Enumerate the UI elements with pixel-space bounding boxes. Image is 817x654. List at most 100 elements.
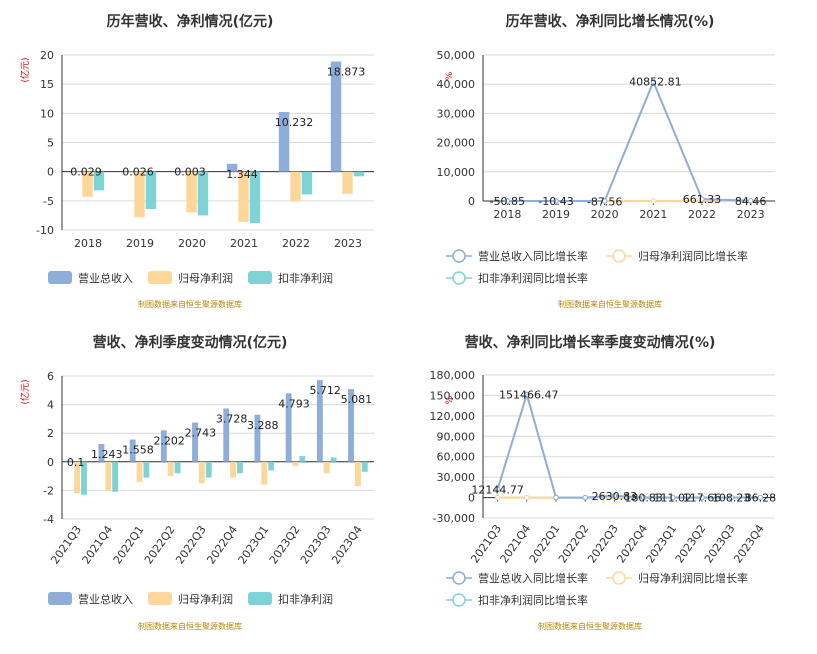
- unit-label: (亿元): [19, 379, 31, 404]
- bar-deducted[interactable]: [330, 457, 337, 462]
- legend-marker: [612, 571, 626, 585]
- point-revenue[interactable]: [670, 494, 676, 501]
- bar-revenue[interactable]: [278, 111, 290, 172]
- legend-item-net[interactable]: 归母净利润: [148, 592, 233, 606]
- bar-deducted[interactable]: [205, 461, 212, 478]
- legend-item-net[interactable]: 归母净利润: [148, 271, 233, 285]
- bar-revenue[interactable]: [226, 163, 238, 172]
- point-revenue[interactable]: [699, 494, 705, 501]
- data-label: 10.232: [275, 116, 314, 129]
- bar-net[interactable]: [82, 171, 93, 197]
- bar-deducted[interactable]: [361, 461, 368, 472]
- bar-net[interactable]: [292, 461, 299, 467]
- legend-item-revenue[interactable]: 营业总收入: [48, 271, 133, 285]
- legend-swatch: [248, 271, 272, 284]
- bar-deducted[interactable]: [112, 461, 119, 492]
- bar-deducted[interactable]: [174, 461, 181, 474]
- line-revenue[interactable]: [496, 390, 761, 499]
- bar-net[interactable]: [105, 461, 112, 491]
- bar-net[interactable]: [354, 461, 361, 487]
- bar-deducted[interactable]: [143, 461, 150, 478]
- point-net[interactable]: [524, 494, 530, 501]
- bar-net[interactable]: [136, 461, 143, 482]
- bar-revenue[interactable]: [254, 414, 261, 462]
- bar-deducted[interactable]: [353, 171, 365, 177]
- point-revenue[interactable]: [553, 198, 559, 204]
- legend-item-revenue[interactable]: 营业总收入同比增长率: [446, 571, 588, 585]
- x-tick-label: 2022Q2: [142, 523, 178, 566]
- bar-revenue[interactable]: [348, 389, 354, 462]
- bar-revenue[interactable]: [67, 460, 74, 462]
- point-revenue[interactable]: [699, 196, 705, 202]
- bar-deducted[interactable]: [301, 171, 313, 195]
- data-label: 1.243: [91, 448, 123, 461]
- bar-net[interactable]: [342, 171, 353, 194]
- legend-item-revenue[interactable]: 营业总收入同比增长率: [446, 249, 588, 263]
- point-revenue[interactable]: [582, 494, 588, 501]
- y-tick-label: 0: [47, 456, 54, 469]
- legend-item-revenue[interactable]: 营业总收入: [48, 592, 133, 606]
- point-revenue[interactable]: [524, 391, 530, 398]
- y-tick-label: -2: [43, 484, 54, 497]
- point-revenue[interactable]: [601, 198, 608, 204]
- legend-item-net[interactable]: 归母净利润同比增长率: [606, 571, 748, 585]
- x-tick-label: 2019: [126, 237, 154, 250]
- legend-swatch: [48, 271, 72, 284]
- point-revenue[interactable]: [728, 494, 734, 501]
- point-net[interactable]: [650, 198, 657, 204]
- point-revenue[interactable]: [650, 79, 657, 85]
- bar-net[interactable]: [230, 461, 237, 478]
- bar-net[interactable]: [261, 461, 268, 485]
- bar-deducted[interactable]: [237, 461, 243, 474]
- x-tick-label: 2023: [737, 208, 765, 221]
- legend-item-deducted[interactable]: 扣非净利润: [248, 271, 333, 285]
- bar-net[interactable]: [167, 461, 174, 477]
- legend-item-net[interactable]: 归母净利润同比增长率: [606, 249, 748, 263]
- bar-net[interactable]: [74, 461, 81, 494]
- point-revenue[interactable]: [494, 486, 501, 493]
- legend-item-deducted[interactable]: 扣非净利润同比增长率: [446, 271, 588, 285]
- legend-label: 扣非净利润: [278, 592, 333, 606]
- bar-deducted[interactable]: [299, 456, 306, 462]
- data-label: 3.728: [216, 412, 248, 425]
- point-revenue[interactable]: [553, 494, 559, 501]
- bar-revenue[interactable]: [174, 171, 186, 173]
- x-tick-label: 2021Q4: [80, 523, 116, 566]
- line-revenue[interactable]: [507, 79, 751, 202]
- legend-item-deducted[interactable]: 扣非净利润同比增长率: [446, 593, 588, 607]
- bar-revenue[interactable]: [192, 422, 198, 462]
- bar-revenue[interactable]: [129, 439, 136, 462]
- bar-revenue[interactable]: [223, 408, 230, 462]
- bar-net[interactable]: [323, 461, 330, 474]
- data-label: 1.558: [122, 444, 154, 457]
- bar-net[interactable]: [186, 171, 197, 213]
- data-label: 18.873: [327, 66, 366, 79]
- bar-deducted[interactable]: [145, 171, 157, 209]
- bar-deducted[interactable]: [93, 171, 105, 191]
- point-revenue[interactable]: [504, 198, 511, 204]
- bar-net[interactable]: [238, 171, 249, 222]
- point-revenue[interactable]: [640, 494, 647, 501]
- bar-deducted[interactable]: [268, 461, 275, 471]
- point-revenue[interactable]: [757, 494, 764, 501]
- bar-revenue[interactable]: [160, 430, 167, 462]
- bar-revenue[interactable]: [98, 444, 105, 462]
- bar-deducted[interactable]: [249, 171, 261, 223]
- bar-deducted[interactable]: [81, 461, 87, 495]
- point-revenue[interactable]: [747, 198, 754, 204]
- point-net[interactable]: [494, 494, 501, 501]
- bar-revenue[interactable]: [330, 61, 342, 172]
- bar-net[interactable]: [290, 171, 301, 202]
- bar-revenue[interactable]: [122, 171, 134, 173]
- bar-revenue[interactable]: [285, 393, 292, 462]
- bar-revenue[interactable]: [70, 171, 82, 172]
- bar-revenue[interactable]: [316, 380, 323, 462]
- data-source-credit: 制图数据来自恒生聚源数据库: [558, 299, 662, 309]
- bar-net[interactable]: [134, 171, 145, 218]
- chart-title: 历年营收、净利同比增长情况(%): [506, 13, 715, 30]
- legend-item-deducted[interactable]: 扣非净利润: [248, 592, 333, 606]
- point-revenue[interactable]: [611, 493, 618, 499]
- bar-net[interactable]: [198, 461, 205, 484]
- bar-deducted[interactable]: [197, 171, 209, 216]
